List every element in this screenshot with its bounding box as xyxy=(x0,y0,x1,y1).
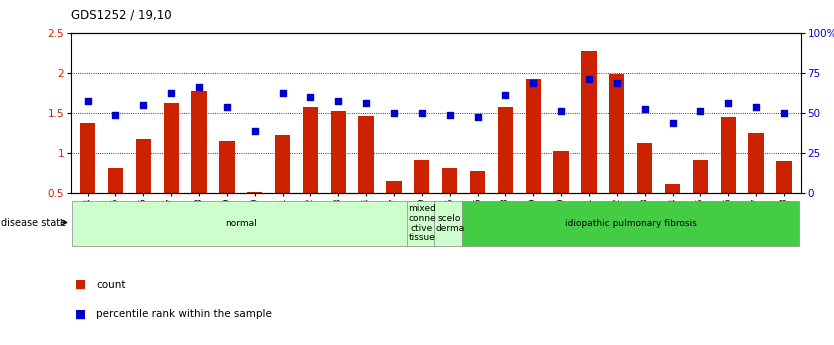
Point xyxy=(387,110,400,116)
Text: ■: ■ xyxy=(75,278,86,291)
Text: ■: ■ xyxy=(75,307,86,321)
Bar xyxy=(435,201,465,246)
Bar xyxy=(386,181,402,193)
Point xyxy=(471,114,485,120)
Point xyxy=(193,84,206,89)
Bar xyxy=(163,104,178,193)
Text: disease state: disease state xyxy=(1,218,66,227)
Point xyxy=(276,90,289,96)
Bar xyxy=(498,107,513,193)
Point xyxy=(582,77,595,82)
Text: scelo
derma: scelo derma xyxy=(435,214,465,233)
Bar xyxy=(581,51,596,193)
Bar xyxy=(330,111,346,193)
Point xyxy=(108,112,122,117)
Bar xyxy=(525,79,541,193)
Text: count: count xyxy=(96,280,125,289)
Point xyxy=(415,110,429,116)
Point xyxy=(721,100,735,105)
Bar xyxy=(108,168,123,193)
Bar xyxy=(637,144,652,193)
Point xyxy=(750,104,763,109)
Bar xyxy=(414,159,430,193)
Bar xyxy=(776,161,791,193)
Text: mixed
conne
ctive
tissue: mixed conne ctive tissue xyxy=(408,204,436,243)
Point xyxy=(638,106,651,112)
Text: normal: normal xyxy=(225,219,257,228)
Point xyxy=(220,104,234,109)
Bar xyxy=(275,136,290,193)
Bar xyxy=(247,191,263,193)
Bar xyxy=(693,159,708,193)
Point xyxy=(610,80,624,85)
Bar xyxy=(136,139,151,193)
Point xyxy=(81,98,94,104)
Point xyxy=(332,98,345,104)
Point xyxy=(526,80,540,86)
Bar xyxy=(191,90,207,193)
Bar xyxy=(609,75,625,193)
Point xyxy=(666,120,679,125)
Point xyxy=(248,128,261,134)
Bar xyxy=(80,124,95,193)
Point xyxy=(499,92,512,98)
Text: idiopathic pulmonary fibrosis: idiopathic pulmonary fibrosis xyxy=(565,219,696,228)
Point xyxy=(137,102,150,108)
Point xyxy=(777,110,791,116)
Bar xyxy=(462,201,799,246)
Bar xyxy=(748,133,764,193)
Bar xyxy=(406,201,437,246)
Bar xyxy=(721,117,736,193)
Text: percentile rank within the sample: percentile rank within the sample xyxy=(96,309,272,319)
Bar xyxy=(359,116,374,193)
Point xyxy=(555,109,568,114)
Point xyxy=(304,94,317,100)
Point xyxy=(694,108,707,114)
Bar xyxy=(470,171,485,193)
Bar xyxy=(554,151,569,193)
Bar xyxy=(303,107,318,193)
Point xyxy=(359,100,373,105)
Point xyxy=(443,112,456,118)
Bar xyxy=(73,201,409,246)
Text: GDS1252 / 19,10: GDS1252 / 19,10 xyxy=(71,9,172,22)
Bar xyxy=(219,141,234,193)
Point xyxy=(164,90,178,96)
Bar xyxy=(442,168,457,193)
Bar xyxy=(665,184,681,193)
